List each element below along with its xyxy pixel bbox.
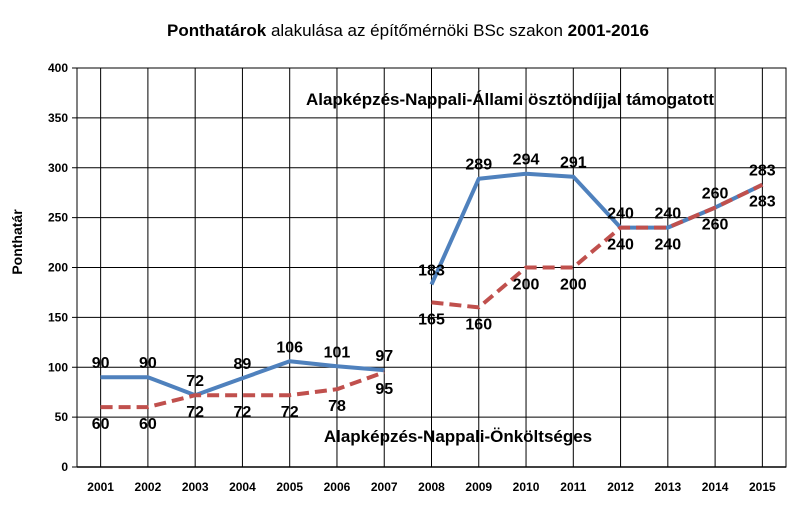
series-0-line-segment-0 [100, 359, 385, 398]
x-tick-label: 2011 [560, 480, 586, 494]
y-tick-label: 50 [55, 410, 69, 424]
data-label-state-funded: 72 [186, 373, 204, 390]
x-tick-label: 2015 [749, 480, 776, 494]
x-tick-labels: 2001 2002 2003 2004 2005 2006 2007 2008 2009 2010… [87, 480, 776, 494]
data-label-state-funded: 283 [749, 163, 776, 180]
series-1-line-segment-1 [431, 182, 764, 310]
grid [72, 67, 786, 468]
series-1-line-segment-0 [100, 370, 385, 410]
series-label-self-funded: Alapképzés-Nappali-Önköltséges [324, 427, 592, 446]
data-label-self-funded: 72 [234, 404, 252, 421]
data-label-state-funded: 240 [654, 206, 681, 223]
data-label-self-funded: 160 [465, 316, 492, 333]
data-label-state-funded: 90 [92, 355, 110, 372]
data-labels: 90 60 90 60 72 72 89 72 106 72 101 78 97 95 183 165 289 1… [92, 152, 776, 433]
data-label-self-funded: 240 [654, 237, 681, 254]
y-axis-label: Ponthatár [9, 209, 25, 275]
x-tick-label: 2013 [654, 480, 681, 494]
data-label-self-funded: 60 [92, 416, 110, 433]
x-tick-label: 2009 [465, 480, 492, 494]
data-label-self-funded: 200 [513, 277, 540, 294]
x-tick-label: 2003 [182, 480, 209, 494]
data-label-self-funded: 60 [139, 416, 157, 433]
data-label-self-funded: 283 [749, 194, 776, 211]
y-tick-label: 300 [48, 161, 68, 175]
data-label-self-funded: 78 [328, 398, 346, 415]
x-tick-label: 2005 [276, 480, 303, 494]
y-tick-label: 400 [48, 61, 68, 75]
y-tick-label: 200 [48, 261, 68, 275]
data-label-self-funded: 95 [375, 381, 393, 398]
y-tick-label: 250 [48, 211, 68, 225]
data-label-state-funded: 289 [465, 157, 492, 174]
y-tick-labels: 0 50 100 150 200 250 300 350 400 [48, 61, 68, 474]
data-label-state-funded: 97 [375, 348, 393, 365]
x-tick-label: 2001 [87, 480, 114, 494]
x-tick-label: 2004 [229, 480, 256, 494]
chart-title: Ponthatárok alakulása az építőmérnöki BS… [167, 21, 649, 40]
data-label-self-funded: 260 [702, 217, 729, 234]
data-label-state-funded: 260 [702, 186, 729, 203]
data-label-state-funded: 183 [418, 262, 445, 279]
title-part-0: Ponthatárok [167, 21, 267, 40]
data-label-self-funded: 240 [607, 237, 634, 254]
title-part-1: alakulása az építőmérnöki BSc szakon [266, 21, 567, 40]
series-lines [100, 171, 764, 410]
y-tick-label: 150 [48, 310, 68, 324]
axes [76, 67, 787, 468]
title-part-2: 2001-2016 [568, 21, 649, 40]
data-label-self-funded: 72 [186, 404, 204, 421]
x-tick-label: 2002 [135, 480, 162, 494]
data-label-state-funded: 106 [276, 339, 303, 356]
x-tick-label: 2008 [418, 480, 445, 494]
data-label-self-funded: 200 [560, 277, 587, 294]
x-tick-label: 2006 [324, 480, 351, 494]
data-label-state-funded: 294 [513, 152, 540, 169]
x-tick-label: 2014 [702, 480, 729, 494]
data-label-state-funded: 89 [234, 356, 252, 373]
y-tick-label: 350 [48, 111, 68, 125]
data-label-state-funded: 90 [139, 355, 157, 372]
x-tick-label: 2007 [371, 480, 398, 494]
data-label-self-funded: 72 [281, 404, 299, 421]
x-tick-label: 2012 [607, 480, 634, 494]
data-label-self-funded: 165 [418, 311, 445, 328]
data-label-state-funded: 240 [607, 206, 634, 223]
y-tick-label: 0 [61, 460, 68, 474]
series-label-state-funded: Alapképzés-Nappali-Állami ösztöndíjjal t… [306, 90, 714, 109]
x-tick-label: 2010 [513, 480, 540, 494]
data-label-state-funded: 291 [560, 155, 587, 172]
y-tick-label: 100 [48, 360, 68, 374]
data-label-state-funded: 101 [324, 344, 351, 361]
